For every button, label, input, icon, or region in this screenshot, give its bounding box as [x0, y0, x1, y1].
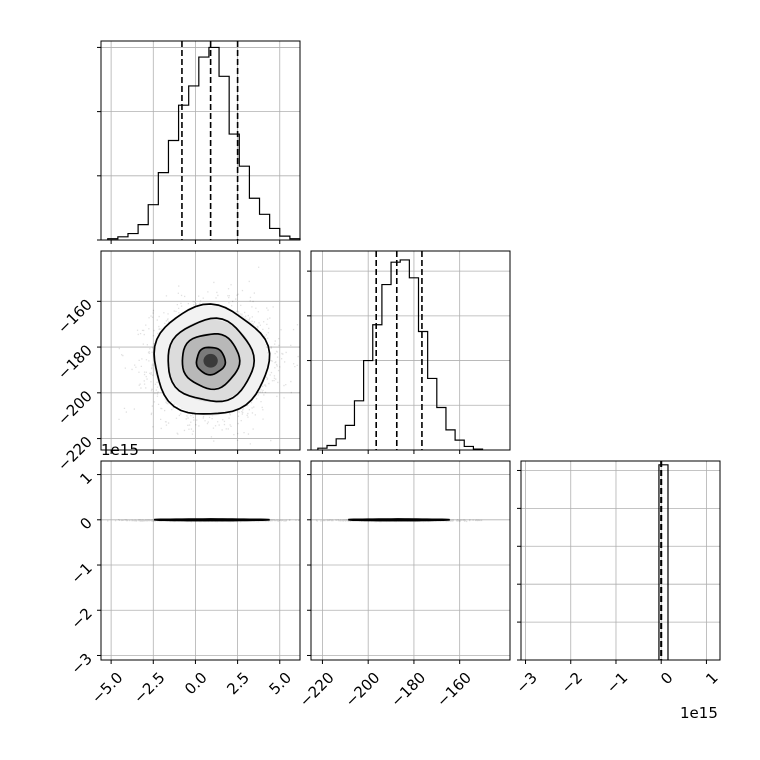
hist-bin-0-2: [128, 234, 138, 240]
hist-step-line: [317, 259, 484, 450]
hist-bin-1-9: [400, 260, 409, 450]
contour-level-3: [153, 303, 271, 415]
hist-bin-1-2: [336, 439, 345, 450]
panel-bg: [311, 461, 510, 660]
hist-bin-0-5: [158, 173, 168, 240]
hist-bin-1-7: [382, 285, 391, 450]
panel-frame: [100, 460, 301, 661]
hist-bin-0-6: [168, 141, 178, 241]
hist-bin-0-7: [179, 105, 189, 240]
hist-bin-1-6: [373, 325, 382, 450]
hist-bin-1-11: [419, 331, 428, 450]
hist-bin-2-1: [663, 465, 668, 660]
hist-bin-1-1: [327, 446, 336, 450]
hist-step-line: [107, 46, 301, 240]
density-fill-4: [203, 353, 218, 368]
hist-bin-1-15: [455, 440, 464, 450]
hist-bin-0-13: [239, 166, 249, 240]
hist-bg: [311, 251, 510, 450]
panel-bg: [101, 461, 300, 660]
hist-bin-0-3: [138, 225, 148, 240]
hist-bin-1-13: [437, 408, 446, 450]
hist-frame: [520, 460, 721, 661]
hist-bg: [521, 461, 720, 660]
hist-frame: [310, 250, 511, 451]
contour-level-0: [195, 346, 227, 376]
panel-frame: [310, 460, 511, 661]
hist-bin-0-16: [270, 228, 280, 240]
contour-level-2: [167, 317, 256, 403]
hist-bin-0-9: [199, 57, 209, 240]
hist-step-line: [658, 464, 669, 660]
hist-bin-1-12: [428, 378, 437, 450]
scatter-param-0-vs-2: [97, 460, 301, 664]
scatter-param-1-vs-2: [307, 460, 511, 664]
hist-bin-1-5: [364, 361, 373, 450]
scatter-param-0-vs-1: [97, 250, 301, 454]
hist-bin-1-4: [354, 401, 363, 450]
hist-bin-1-3: [345, 425, 354, 450]
contour-level-1: [181, 333, 241, 391]
hist-bin-1-14: [446, 430, 455, 450]
histogram-param-0: [97, 40, 301, 244]
hist-bg: [101, 41, 300, 240]
hist-bin-1-10: [409, 278, 418, 450]
hist-bin-0-8: [189, 86, 199, 240]
hist-bin-1-8: [391, 262, 400, 450]
hist-frame: [100, 40, 301, 241]
hist-bin-0-4: [148, 205, 158, 240]
hist-bin-0-15: [260, 214, 270, 240]
contour-level-3: [153, 518, 270, 522]
panel-frame: [100, 250, 301, 451]
y-offset-text-param-2: 1e15: [101, 441, 139, 459]
histogram-param-1: [307, 250, 511, 454]
hist-bin-0-14: [249, 198, 259, 240]
hist-bin-0-11: [219, 76, 229, 240]
histogram-param-2: [517, 460, 721, 664]
x-offset-text-param-2: 1e15: [680, 704, 718, 722]
contour-level-3: [348, 518, 450, 522]
